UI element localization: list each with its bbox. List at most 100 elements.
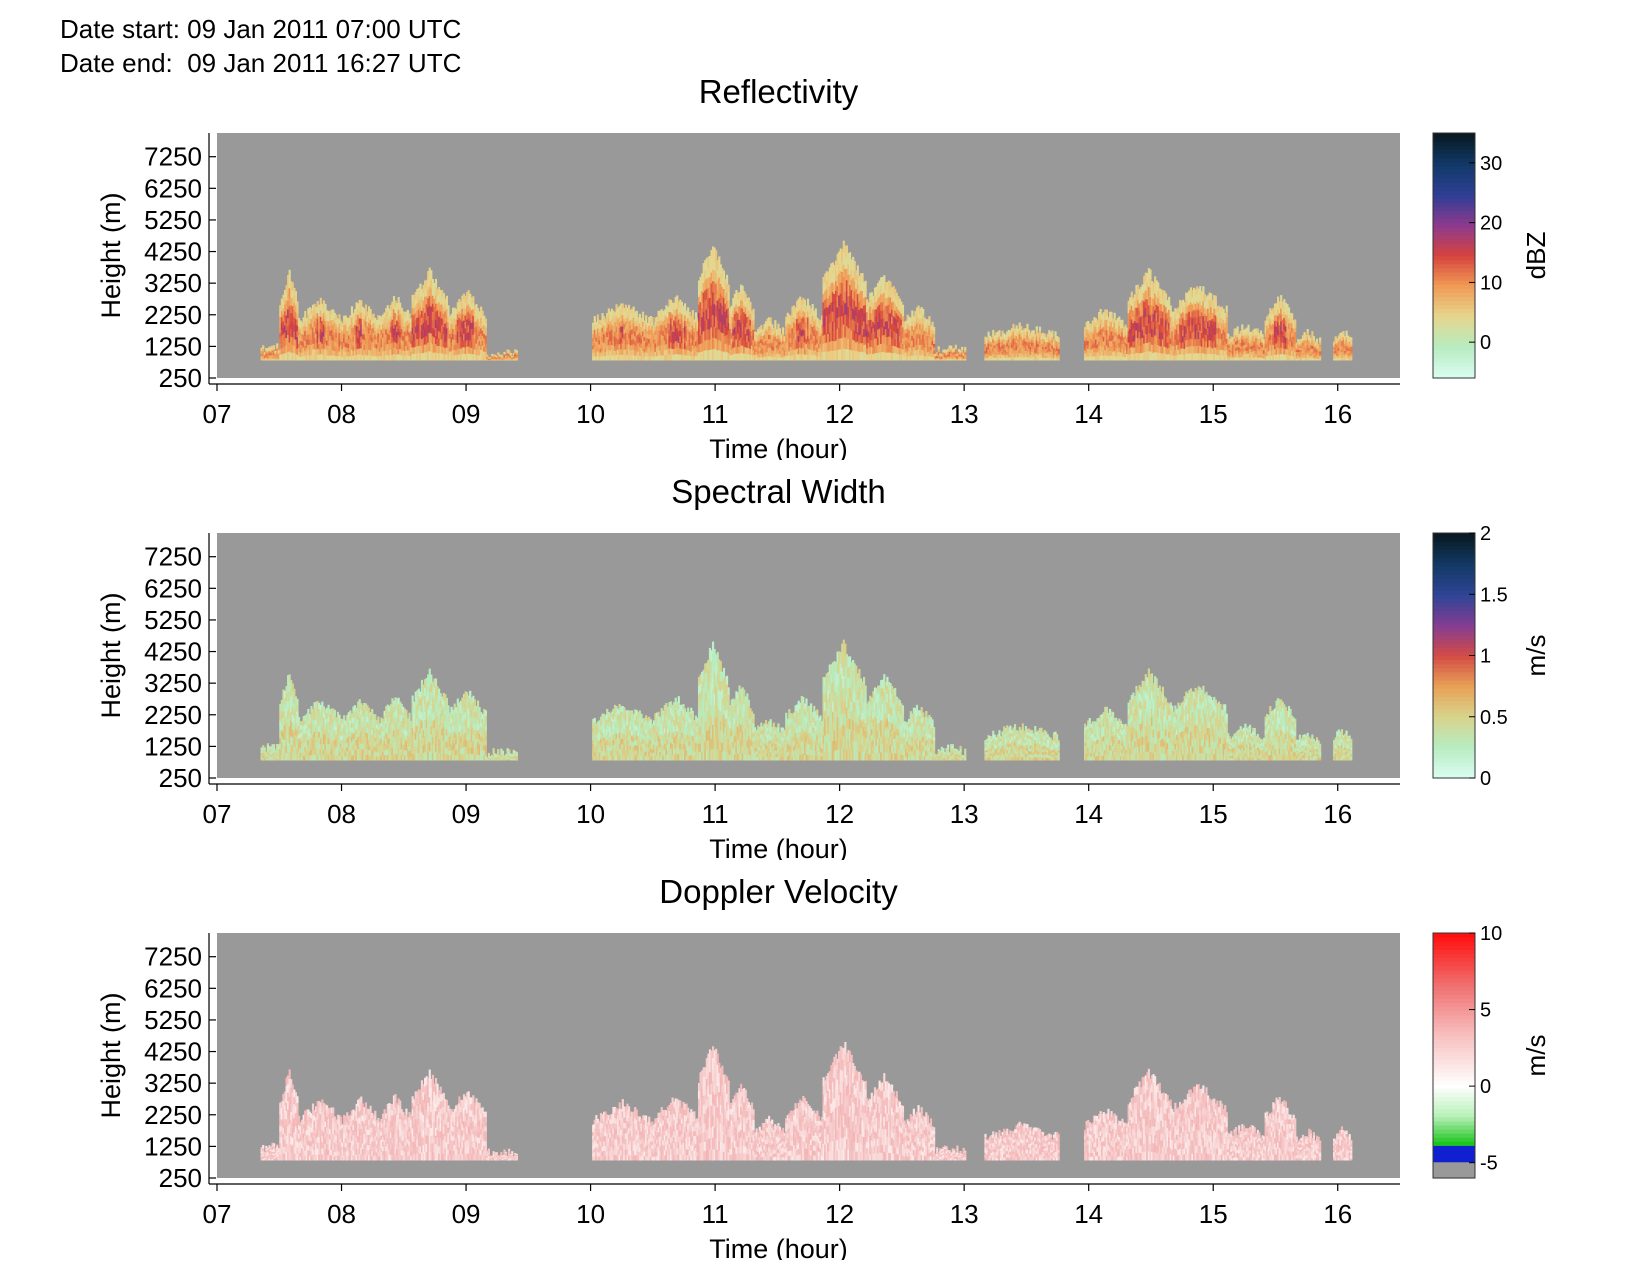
heatmap-cell (1051, 345, 1054, 349)
heatmap-cell (333, 322, 336, 328)
heatmap-cell (1031, 336, 1034, 340)
heatmap-cell (922, 313, 925, 320)
heatmap-cell (308, 338, 311, 345)
heatmap-cell (747, 309, 750, 317)
heatmap-cell (269, 355, 273, 358)
heatmap-cell (1026, 356, 1029, 361)
heatmap-cell (794, 318, 797, 324)
heatmap-cell (363, 334, 366, 340)
heatmap-cell (632, 333, 635, 340)
heatmap-cell (335, 341, 338, 347)
heatmap-cell (693, 355, 696, 361)
heatmap-cell (668, 311, 671, 319)
heatmap-cell (702, 340, 705, 351)
heatmap-cell (931, 356, 934, 361)
heatmap-cell (1094, 339, 1098, 344)
heatmap-cell (1102, 355, 1105, 361)
heatmap-cell (744, 306, 747, 315)
heatmap-cell (1129, 297, 1132, 304)
heatmap-cell (515, 357, 519, 359)
heatmap-cell (1102, 326, 1105, 332)
heatmap-cell (343, 324, 346, 330)
heatmap-cell (338, 350, 341, 356)
heatmap-cell (704, 290, 707, 301)
heatmap-cell (693, 335, 696, 341)
heatmap-cell (769, 342, 772, 348)
heatmap-cell (848, 338, 852, 350)
heatmap-cell (434, 311, 438, 320)
heatmap-cell (1087, 348, 1090, 353)
heatmap-cell (448, 320, 452, 326)
heatmap-cell (315, 306, 318, 313)
heatmap-cell (266, 355, 269, 357)
heatmap-cell (640, 322, 643, 327)
heatmap-cell (853, 280, 856, 292)
heatmap-cell (1115, 344, 1118, 349)
heatmap-cell (831, 291, 835, 303)
heatmap-cell (1130, 332, 1133, 340)
heatmap-cell (385, 349, 388, 356)
heatmap-cell (327, 355, 330, 361)
heatmap-cell (891, 294, 894, 303)
heatmap-cell (299, 332, 302, 337)
heatmap-cell (659, 315, 662, 322)
heatmap-cell (279, 332, 282, 339)
heatmap-cell (374, 317, 377, 323)
heatmap-cell (774, 328, 777, 333)
heatmap-cell (408, 322, 411, 328)
heatmap-cell (461, 340, 464, 348)
heatmap-cell (260, 353, 263, 356)
heatmap-cell (607, 354, 610, 361)
heatmap-cell (933, 350, 936, 354)
heatmap-cell (909, 351, 912, 357)
heatmap-cell (480, 327, 483, 334)
heatmap-cell (478, 355, 481, 361)
heatmap-cell (318, 354, 321, 361)
heatmap-cell (777, 334, 780, 339)
heatmap-cell (285, 292, 288, 301)
heatmap-cell (307, 334, 310, 340)
heatmap-cell (682, 332, 685, 339)
heatmap-cell (839, 326, 842, 339)
heatmap-cell (508, 354, 511, 356)
heatmap-cell (794, 333, 797, 340)
heatmap-cell (293, 352, 296, 361)
heatmap-cell (396, 348, 399, 355)
heatmap-cell (363, 349, 366, 356)
heatmap-cell (950, 348, 953, 351)
heatmap-cell (481, 345, 484, 351)
heatmap-cell (419, 306, 422, 315)
heatmap-cell (643, 336, 646, 341)
heatmap-cell (875, 330, 878, 339)
heatmap-cell (676, 301, 679, 309)
heatmap-cell (894, 317, 897, 325)
heatmap-cell (1127, 354, 1130, 361)
heatmap-cell (1152, 336, 1155, 346)
heatmap-cell (643, 320, 646, 326)
heatmap-cell (764, 356, 768, 361)
heatmap-cell (928, 338, 931, 343)
heatmap-cell (1096, 340, 1099, 345)
heatmap-cell (669, 329, 673, 337)
heatmap-cell (1013, 337, 1017, 342)
heatmap-cell (413, 307, 416, 315)
heatmap-cell (758, 353, 761, 358)
heatmap-cell (858, 343, 861, 353)
heatmap-cell (285, 307, 288, 316)
heatmap-cell (713, 258, 716, 271)
heatmap-cell (736, 353, 740, 361)
heatmap-cell (629, 324, 632, 331)
heatmap-cell (674, 322, 677, 329)
heatmap-cell (738, 305, 741, 314)
heatmap-cell (635, 320, 638, 327)
heatmap-cell (1099, 324, 1102, 330)
heatmap-cell (1135, 344, 1138, 353)
heatmap-cell (705, 308, 708, 320)
heatmap-cell (282, 301, 285, 309)
reflectivity-panel: Reflectivity 7250 6250 5250 4250 3250 2250 1250… (0, 70, 1650, 460)
heatmap-cell (743, 339, 746, 347)
heatmap-cell (817, 339, 820, 345)
heatmap-cell (708, 318, 712, 330)
heatmap-cell (458, 298, 461, 306)
heatmap-cell (402, 355, 405, 361)
